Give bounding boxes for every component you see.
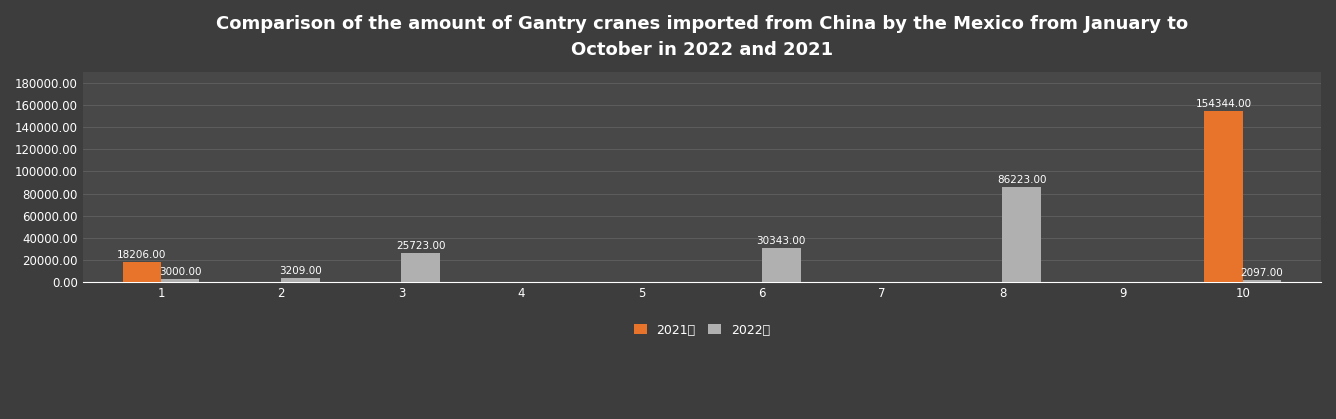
- Title: Comparison of the amount of Gantry cranes imported from China by the Mexico from: Comparison of the amount of Gantry crane…: [216, 15, 1188, 59]
- Text: 154344.00: 154344.00: [1196, 99, 1252, 109]
- Bar: [401, 253, 440, 282]
- Text: 86223.00: 86223.00: [997, 175, 1046, 185]
- Bar: [162, 279, 199, 282]
- Text: 30343.00: 30343.00: [756, 236, 806, 246]
- Bar: [1002, 186, 1041, 282]
- Bar: [281, 278, 319, 282]
- Text: 18206.00: 18206.00: [118, 250, 167, 260]
- Legend: 2021年, 2022年: 2021年, 2022年: [628, 317, 776, 343]
- Text: 25723.00: 25723.00: [395, 241, 445, 251]
- Bar: [123, 262, 162, 282]
- Text: 3000.00: 3000.00: [159, 266, 202, 277]
- Text: 2097.00: 2097.00: [1241, 268, 1284, 277]
- Text: 3209.00: 3209.00: [279, 266, 322, 277]
- Bar: [1242, 279, 1281, 282]
- Bar: [1204, 111, 1242, 282]
- Bar: [762, 248, 800, 282]
